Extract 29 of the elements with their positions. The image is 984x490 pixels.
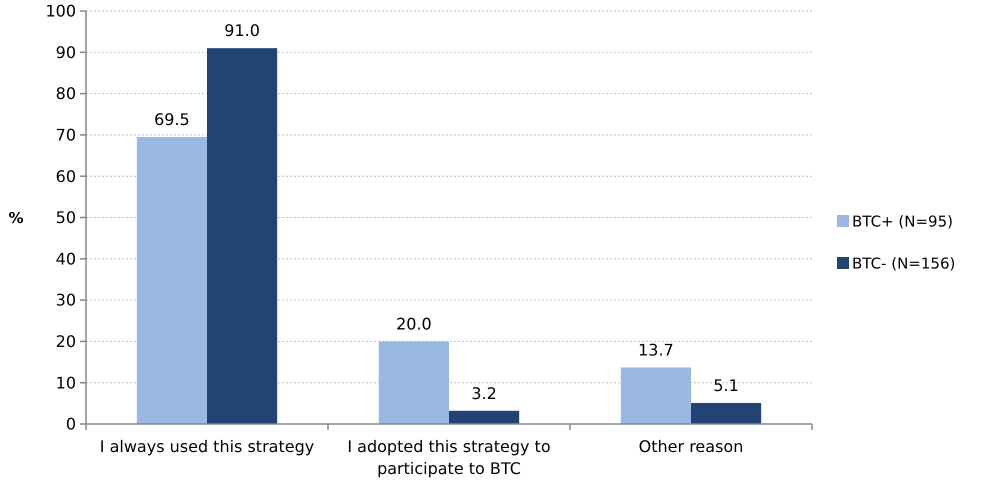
y-tick-label: 50 bbox=[56, 208, 76, 228]
bar bbox=[378, 341, 449, 424]
data-label: 69.5 bbox=[154, 110, 190, 129]
y-tick-label: 20 bbox=[56, 332, 76, 351]
legend-label: BTC- (N=156) bbox=[852, 254, 956, 272]
y-tick-label: 60 bbox=[56, 166, 76, 186]
y-tick-label: 100 bbox=[45, 2, 76, 21]
x-tick-label: I adopted this strategy to participate to BTC bbox=[347, 437, 551, 478]
y-tick-label: 30 bbox=[56, 290, 76, 310]
bar bbox=[691, 402, 762, 424]
bar bbox=[620, 367, 691, 424]
y-tick-label: 90 bbox=[56, 42, 76, 62]
bar bbox=[136, 136, 207, 424]
x-tick-label: Other reason bbox=[638, 437, 744, 456]
x-tick-label: I always used this strategy bbox=[100, 437, 314, 456]
legend-label: BTC+ (N=95) bbox=[852, 212, 953, 230]
data-label: 5.1 bbox=[713, 376, 739, 395]
y-tick-label: 40 bbox=[56, 249, 76, 268]
data-label: 3.2 bbox=[471, 384, 497, 403]
y-axis-title: % bbox=[8, 208, 24, 227]
data-label: 20.0 bbox=[396, 314, 432, 334]
data-label: 13.7 bbox=[638, 340, 674, 360]
y-tick-label: 70 bbox=[56, 126, 76, 144]
y-tick-label: 80 bbox=[56, 84, 76, 104]
y-tick-label: 10 bbox=[56, 373, 76, 392]
data-label: 91.0 bbox=[224, 21, 260, 40]
bar bbox=[207, 48, 278, 424]
y-tick-label: 0 bbox=[66, 414, 76, 434]
bar bbox=[449, 410, 520, 424]
